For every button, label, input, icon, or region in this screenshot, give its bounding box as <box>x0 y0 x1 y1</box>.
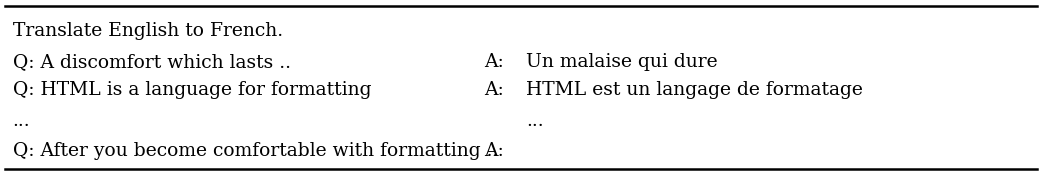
Text: A:: A: <box>485 142 504 160</box>
Text: A:: A: <box>485 53 504 71</box>
Text: Un malaise qui dure: Un malaise qui dure <box>526 53 718 71</box>
Text: ...: ... <box>13 112 30 130</box>
Text: Q: HTML is a language for formatting: Q: HTML is a language for formatting <box>13 81 371 100</box>
Text: ...: ... <box>526 112 544 130</box>
Text: A:: A: <box>485 81 504 100</box>
Text: HTML est un langage de formatage: HTML est un langage de formatage <box>526 81 863 100</box>
Text: Q: A discomfort which lasts ..: Q: A discomfort which lasts .. <box>13 53 291 71</box>
Text: Translate English to French.: Translate English to French. <box>13 22 282 40</box>
Text: Q: After you become comfortable with formatting ..: Q: After you become comfortable with for… <box>13 142 498 160</box>
